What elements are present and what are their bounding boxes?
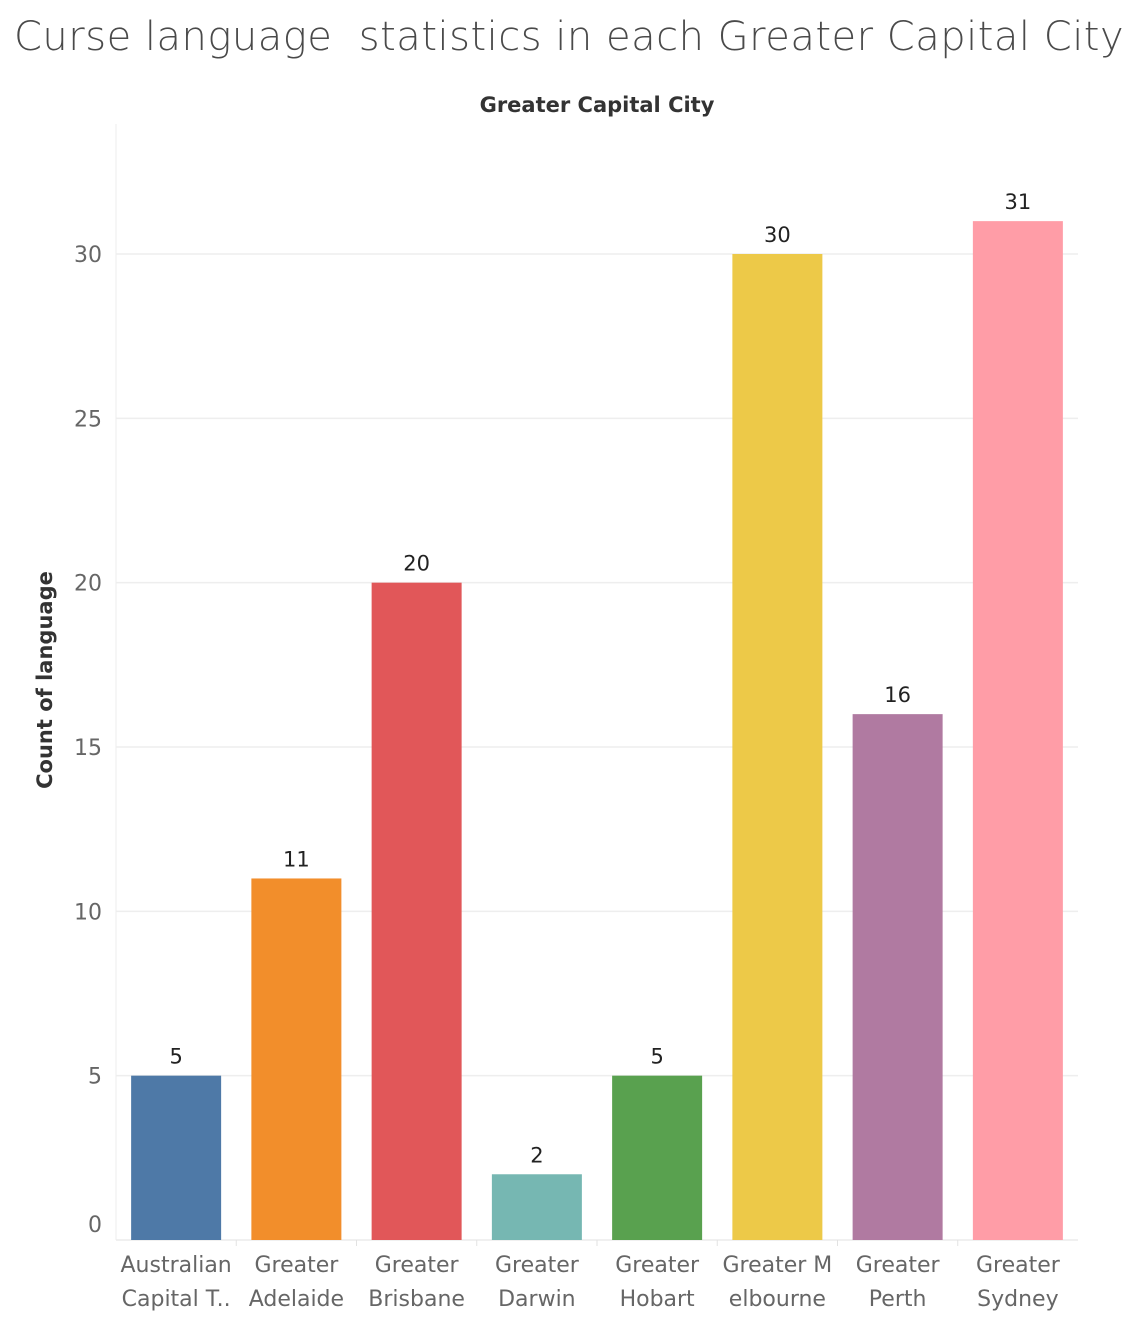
y-axis-label: Count of language — [33, 571, 57, 789]
y-axis-ticks: 0 5 10 15 20 25 30 — [74, 243, 102, 1238]
data-label: 31 — [1005, 190, 1032, 214]
x-tick-label: Hobart — [620, 1287, 695, 1312]
x-tick-label: Australian — [120, 1253, 231, 1278]
bar[interactable] — [732, 254, 823, 1240]
bar[interactable] — [251, 878, 342, 1240]
x-tick-label: Darwin — [498, 1287, 576, 1312]
data-label: 5 — [169, 1045, 182, 1069]
y-tick-label: 20 — [74, 572, 102, 597]
data-label: 16 — [884, 683, 911, 707]
bar[interactable] — [131, 1075, 222, 1240]
x-tick-label: Perth — [869, 1287, 927, 1312]
y-tick-label: 25 — [74, 407, 102, 432]
x-tick-label: Greater — [375, 1253, 460, 1278]
bar[interactable] — [972, 221, 1063, 1241]
x-tick-label: Brisbane — [368, 1287, 465, 1312]
data-label: 20 — [403, 552, 430, 576]
bar[interactable] — [491, 1174, 582, 1240]
x-tick-label: Sydney — [977, 1287, 1058, 1312]
x-tick-label: Greater — [254, 1253, 339, 1278]
x-tick-label: Greater — [976, 1253, 1061, 1278]
x-tick-label: Adelaide — [249, 1287, 344, 1312]
data-label: 5 — [650, 1045, 663, 1069]
x-tick-label: Greater — [615, 1253, 700, 1278]
y-tick-label: 0 — [88, 1213, 102, 1238]
data-label: 30 — [764, 223, 791, 247]
column-header: Greater Capital City — [480, 93, 715, 117]
bars — [131, 221, 1063, 1241]
x-tick-label: elbourne — [729, 1287, 826, 1312]
chart-title: Curse language statistics in each Greate… — [14, 14, 1125, 60]
x-tick-label: Capital T.. — [122, 1287, 231, 1312]
x-axis-ticks: Australian Capital T.. Greater Adelaide Grea… — [120, 1240, 1061, 1312]
y-tick-label: 30 — [74, 243, 102, 268]
y-tick-label: 15 — [74, 736, 102, 761]
x-tick-label: Greater — [856, 1253, 941, 1278]
y-tick-label: 5 — [88, 1065, 102, 1090]
x-tick-label: Greater — [495, 1253, 580, 1278]
data-label: 2 — [530, 1143, 543, 1167]
bar[interactable] — [371, 582, 462, 1240]
data-label: 11 — [283, 847, 310, 871]
y-tick-label: 10 — [74, 900, 102, 925]
x-tick-label: Greater M — [722, 1253, 832, 1278]
bar[interactable] — [612, 1075, 703, 1240]
bar[interactable] — [852, 714, 943, 1240]
